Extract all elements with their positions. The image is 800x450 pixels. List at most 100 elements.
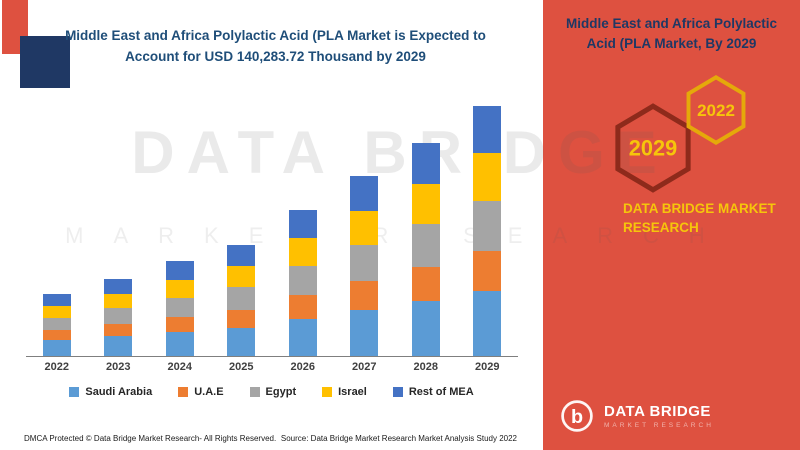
segment-israel xyxy=(165,279,194,298)
bar-column-2022: 2022 xyxy=(26,106,88,373)
side-panel-title: Middle East and Africa Polylactic Acid (… xyxy=(565,16,778,52)
stacked-bar xyxy=(42,294,71,356)
segment-israel xyxy=(411,184,440,225)
segment-egypt xyxy=(350,244,379,282)
legend-label: Israel xyxy=(338,386,367,398)
x-axis-label: 2029 xyxy=(475,361,500,373)
svg-text:b: b xyxy=(571,406,583,428)
segment-rest-of-mea xyxy=(227,245,256,267)
segment-rest-of-mea xyxy=(473,106,502,154)
stacked-bar xyxy=(165,261,194,356)
segment-saudi-arabia xyxy=(42,340,71,356)
hexagon-2022-year: 2022 xyxy=(697,101,735,120)
bar-column-2028: 2028 xyxy=(395,106,457,373)
segment-u-a-e xyxy=(473,250,502,291)
legend-item-rest-of-mea: Rest of MEA xyxy=(392,386,474,398)
legend-swatch xyxy=(178,387,189,397)
segment-israel xyxy=(288,238,317,266)
stacked-bar xyxy=(104,278,133,356)
bar-column-2024: 2024 xyxy=(149,106,211,373)
segment-egypt xyxy=(227,287,256,310)
legend-item-israel: Israel xyxy=(322,386,367,398)
segment-saudi-arabia xyxy=(165,331,194,356)
legend-label: Rest of MEA xyxy=(408,386,474,398)
segment-israel xyxy=(104,293,133,309)
legend-item-saudi-arabia: Saudi Arabia xyxy=(69,386,152,398)
bar-column-2027: 2027 xyxy=(334,106,396,373)
legend-swatch xyxy=(69,387,80,397)
segment-u-a-e xyxy=(350,281,379,310)
bar-column-2026: 2026 xyxy=(272,106,334,373)
source-text: Source: Data Bridge Market Research Mark… xyxy=(280,434,517,443)
x-axis-label: 2027 xyxy=(352,361,377,373)
segment-egypt xyxy=(165,297,194,317)
segment-egypt xyxy=(104,308,133,324)
segment-u-a-e xyxy=(411,266,440,301)
dmca-text: DMCA Protected © Data Bridge Market Rese… xyxy=(24,434,277,443)
decor-navy-square xyxy=(20,36,70,88)
logo-title: DATA BRIDGE xyxy=(604,403,711,420)
segment-israel xyxy=(227,266,256,288)
segment-saudi-arabia xyxy=(350,309,379,356)
segment-u-a-e xyxy=(288,295,317,319)
chart-title: Middle East and Africa Polylactic Acid (… xyxy=(65,28,486,64)
footer: DMCA Protected © Data Bridge Market Rese… xyxy=(0,434,543,443)
logo-subtitle: MARKET RESEARCH xyxy=(604,422,714,429)
segment-saudi-arabia xyxy=(288,318,317,356)
segment-israel xyxy=(473,153,502,201)
bar-column-2029: 2029 xyxy=(457,106,519,373)
databridge-logo-icon: b xyxy=(561,400,593,432)
stacked-bar xyxy=(473,106,502,356)
segment-u-a-e xyxy=(42,330,71,340)
segment-u-a-e xyxy=(165,316,194,332)
segment-israel xyxy=(350,210,379,245)
x-axis-label: 2023 xyxy=(106,361,131,373)
segment-rest-of-mea xyxy=(411,143,440,185)
chart-panel: Middle East and Africa Polylactic Acid (… xyxy=(0,0,543,443)
segment-rest-of-mea xyxy=(165,261,194,280)
x-axis-label: 2025 xyxy=(229,361,254,373)
segment-rest-of-mea xyxy=(350,176,379,211)
legend-label: Egypt xyxy=(265,386,297,398)
stacked-bar xyxy=(227,245,256,356)
brand-text: DATA BRIDGE MARKET RESEARCH xyxy=(623,201,776,235)
segment-u-a-e xyxy=(104,323,133,337)
legend-item-egypt: Egypt xyxy=(249,386,297,398)
segment-egypt xyxy=(288,265,317,296)
logo-text-block: DATA BRIDGE MARKET RESEARCH xyxy=(604,403,714,429)
bar-column-2023: 2023 xyxy=(88,106,150,373)
chart-legend: Saudi Arabia U.A.E Egypt Israel Rest of MEA xyxy=(0,386,543,398)
hexagon-2029-year: 2029 xyxy=(629,136,677,161)
stacked-bar-chart: 2022 2023 2024 2025 2026 2027 2028 2029 xyxy=(26,106,519,373)
segment-rest-of-mea xyxy=(42,294,71,307)
segment-saudi-arabia xyxy=(473,291,502,356)
legend-label: Saudi Arabia xyxy=(85,386,153,398)
segment-rest-of-mea xyxy=(104,278,133,294)
side-panel: Middle East and Africa Polylactic Acid (… xyxy=(543,0,800,450)
legend-label: U.A.E xyxy=(194,386,224,398)
segment-egypt xyxy=(473,200,502,251)
bar-column-2025: 2025 xyxy=(211,106,273,373)
hexagon-2022: 2022 xyxy=(683,74,749,146)
x-axis-label: 2028 xyxy=(413,361,438,373)
x-axis-label: 2022 xyxy=(44,361,69,373)
segment-rest-of-mea xyxy=(288,209,317,239)
plot-area: 2022 2023 2024 2025 2026 2027 2028 2029 xyxy=(26,106,519,373)
segment-egypt xyxy=(42,317,71,331)
segment-israel xyxy=(42,306,71,318)
stacked-bar xyxy=(411,143,440,356)
databridge-logo: b DATA BRIDGE MARKET RESEARCH xyxy=(559,398,714,434)
segment-saudi-arabia xyxy=(104,336,133,356)
segment-saudi-arabia xyxy=(227,327,256,356)
legend-swatch xyxy=(392,387,403,397)
stacked-bar xyxy=(350,176,379,356)
x-axis-label: 2026 xyxy=(290,361,315,373)
legend-swatch xyxy=(322,387,333,397)
stacked-bar xyxy=(288,209,317,356)
segment-u-a-e xyxy=(227,309,256,328)
legend-item-u-a-e: U.A.E xyxy=(178,386,224,398)
legend-swatch xyxy=(249,387,260,397)
x-axis-label: 2024 xyxy=(167,361,192,373)
segment-saudi-arabia xyxy=(411,300,440,356)
